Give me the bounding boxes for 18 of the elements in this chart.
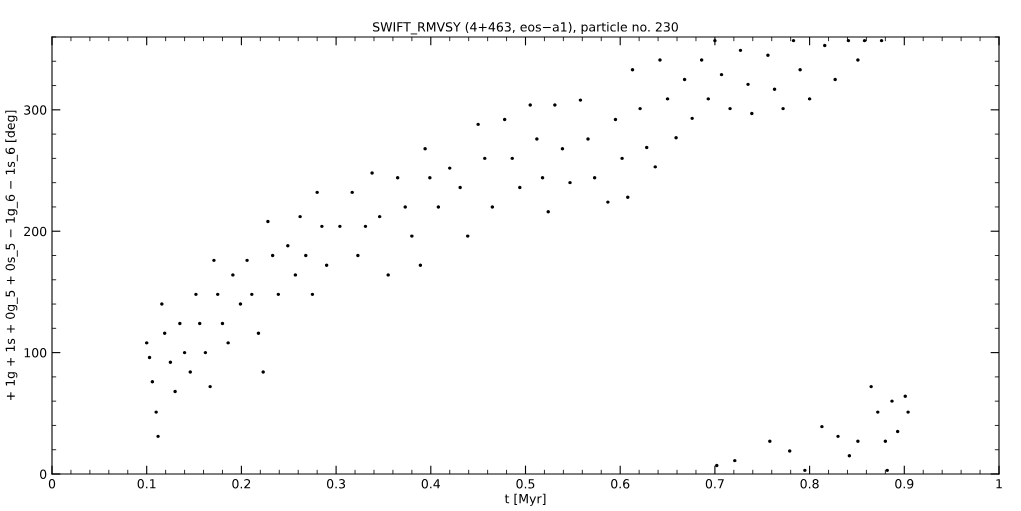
- y-tick-label: 100: [24, 348, 47, 358]
- x-tick-label: 0.2: [232, 479, 251, 489]
- x-tick-label: 0.5: [516, 479, 535, 489]
- x-tick-label: 0.6: [611, 479, 630, 489]
- y-tick-label: 300: [24, 105, 47, 115]
- x-tick-label: 0.9: [895, 479, 914, 489]
- x-tick-label: 0.4: [421, 479, 441, 489]
- chart-title: SWIFT_RMVSY (4+463, eos−a1), particle no. 230: [373, 21, 678, 35]
- y-axis-title: + 1g + 1s + 0g_5 + 0s_5 − 1g_6 − 1s_6 [deg]: [5, 110, 18, 401]
- x-tick-label: 0.8: [800, 479, 819, 489]
- x-axis-title: t [Myr]: [504, 493, 546, 506]
- x-tick-label: 0: [48, 479, 56, 489]
- y-tick-label: 0: [40, 469, 47, 479]
- x-tick-label: 0.7: [705, 479, 724, 489]
- x-tick-label: 0.1: [137, 479, 156, 489]
- x-tick-label: 0.3: [326, 479, 346, 489]
- x-tick-label: 1: [996, 479, 1002, 489]
- y-tick-label: 200: [24, 226, 47, 237]
